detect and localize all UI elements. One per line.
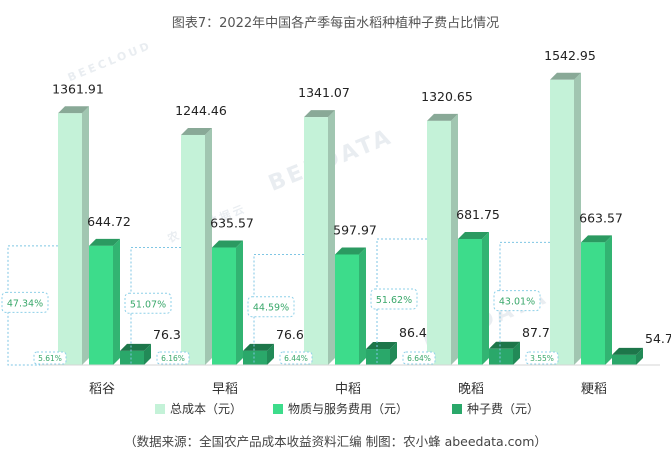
chart-title: 图表7：2022年中国各产季每亩水稻种植种子费占比情况 xyxy=(171,16,500,31)
value-label-1-2: 597.97 xyxy=(333,222,377,237)
bar-side-2-1 xyxy=(267,343,274,365)
bar-1-1 xyxy=(212,247,236,365)
material-share-box-4 xyxy=(493,290,541,312)
material-share-label-2: 44.59% xyxy=(253,303,289,314)
bar-top-0-1 xyxy=(181,127,212,135)
bar-1-0 xyxy=(89,245,113,365)
category-label-0: 稻谷 xyxy=(89,382,115,397)
value-label-1-4: 663.57 xyxy=(579,210,623,225)
bar-2-3 xyxy=(489,348,513,365)
bar-top-2-1 xyxy=(243,343,274,351)
material-share-label-0: 47.34% xyxy=(7,298,43,309)
value-label-1-3: 681.75 xyxy=(456,207,500,222)
bar-2-2 xyxy=(366,349,390,365)
bar-top-1-4 xyxy=(581,235,612,243)
material-share-box-0 xyxy=(1,291,49,313)
legend-label-1: 物质与服务费用（元） xyxy=(288,401,408,416)
bar-side-1-3 xyxy=(482,231,489,365)
value-label-2-3: 87.7 xyxy=(522,325,550,340)
material-share-label-4: 43.01% xyxy=(499,297,535,308)
bar-side-1-4 xyxy=(605,235,612,365)
bar-side-2-3 xyxy=(513,341,520,365)
bar-2-4 xyxy=(612,354,636,365)
value-label-0-0: 1361.91 xyxy=(52,81,104,96)
bar-side-0-3 xyxy=(451,113,458,365)
bar-side-2-0 xyxy=(144,343,151,365)
bar-side-2-4 xyxy=(636,347,643,365)
value-label-0-1: 1244.46 xyxy=(175,103,227,118)
seed-share-box-4 xyxy=(525,351,559,365)
bar-top-0-0 xyxy=(58,106,89,114)
bar-top-0-2 xyxy=(304,110,335,118)
bar-top-1-2 xyxy=(335,247,366,255)
seed-share-box-2 xyxy=(279,351,313,365)
value-label-2-2: 86.4 xyxy=(399,325,427,340)
bar-1-3 xyxy=(458,238,482,365)
category-label-1: 早稻 xyxy=(212,382,238,397)
value-label-0-2: 1341.07 xyxy=(298,85,350,100)
bar-side-0-1 xyxy=(205,127,212,365)
value-label-0-4: 1542.95 xyxy=(544,48,596,63)
bar-side-2-2 xyxy=(390,342,397,365)
category-label-3: 晚稻 xyxy=(458,382,484,397)
bar-side-0-4 xyxy=(574,72,581,366)
bar-top-2-0 xyxy=(120,343,151,351)
material-share-label-1: 51.07% xyxy=(130,299,166,310)
seed-share-box-0 xyxy=(33,351,67,365)
bar-top-0-3 xyxy=(427,113,458,121)
material-share-label-3: 51.62% xyxy=(376,295,412,306)
bar-top-1-0 xyxy=(89,238,120,246)
seed-share-label-2: 6.44% xyxy=(284,354,308,363)
bar-side-1-0 xyxy=(113,238,120,365)
bar-0-4 xyxy=(550,79,574,366)
seed-share-label-1: 6.16% xyxy=(161,354,185,363)
legend-swatch-2 xyxy=(452,404,462,414)
category-label-2: 中稻 xyxy=(335,382,361,397)
value-label-1-1: 635.57 xyxy=(210,216,254,231)
bar-1-4 xyxy=(581,242,605,365)
bar-top-1-1 xyxy=(212,240,243,248)
seed-share-box-1 xyxy=(156,351,190,365)
bar-top-2-2 xyxy=(366,342,397,350)
bar-top-2-4 xyxy=(612,347,643,355)
source-note: （数据来源：全国农产品成本收益资料汇编 制图：农小蜂 abeedata.com） xyxy=(124,434,547,449)
bar-top-0-4 xyxy=(550,72,581,80)
material-share-box-2 xyxy=(247,296,295,318)
bar-side-1-2 xyxy=(359,247,366,365)
bar-0-1 xyxy=(181,134,205,365)
seed-share-label-4: 3.55% xyxy=(530,354,554,363)
value-label-0-3: 1320.65 xyxy=(421,89,473,104)
bar-1-2 xyxy=(335,254,359,365)
seed-share-box-3 xyxy=(402,351,436,365)
value-label-1-0: 644.72 xyxy=(87,214,131,229)
bar-side-0-0 xyxy=(82,106,89,366)
seed-share-label-0: 5.61% xyxy=(38,354,62,363)
legend-swatch-0 xyxy=(155,404,165,414)
seed-share-label-3: 6.64% xyxy=(407,354,431,363)
bar-2-0 xyxy=(120,350,144,365)
bar-0-3 xyxy=(427,120,451,365)
value-label-2-4: 54.73 xyxy=(645,331,671,346)
value-label-2-1: 76.69 xyxy=(276,327,312,342)
bar-side-1-1 xyxy=(236,240,243,365)
material-share-box-3 xyxy=(370,288,418,310)
legend-label-2: 种子费（元） xyxy=(467,402,539,416)
category-label-4: 粳稻 xyxy=(581,382,607,397)
bar-0-2 xyxy=(304,117,328,365)
material-share-box-1 xyxy=(124,292,172,314)
legend-label-0: 总成本（元） xyxy=(170,402,242,416)
bar-2-1 xyxy=(243,350,267,365)
legend-swatch-1 xyxy=(273,404,283,414)
bar-side-0-2 xyxy=(328,110,335,365)
bar-top-1-3 xyxy=(458,231,489,239)
bar-0-0 xyxy=(58,113,82,366)
bar-top-2-3 xyxy=(489,341,520,349)
value-label-2-0: 76.38 xyxy=(153,327,189,342)
